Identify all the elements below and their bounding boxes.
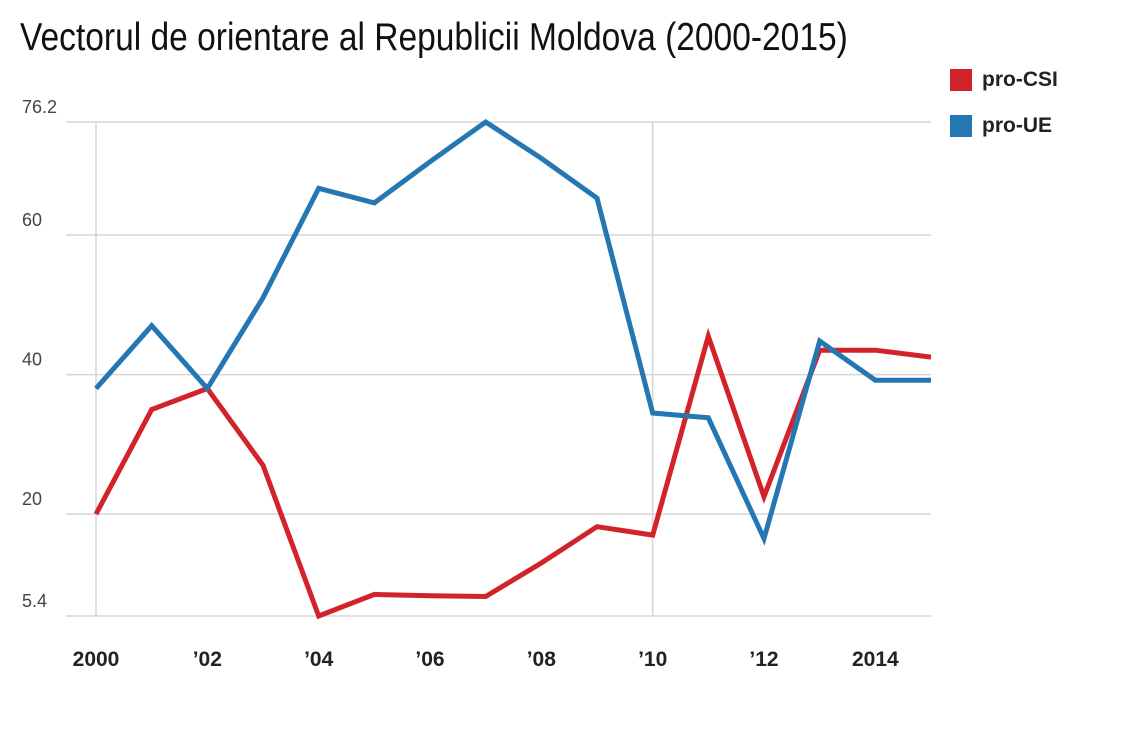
x-axis-ticks: 2000 ’02 ’04 ’06 ’08 ’10 ’12 2014	[73, 648, 899, 671]
y-tick-label: 76.2	[22, 97, 57, 117]
x-tick-label: ’02	[193, 648, 222, 671]
chart-title: Vectorul de orientare al Republicii Mold…	[20, 16, 848, 59]
y-tick-label: 40	[22, 350, 42, 370]
x-tick-label: 2014	[852, 648, 899, 671]
y-tick-label: 60	[22, 210, 42, 230]
grid-lines	[66, 121, 931, 617]
y-tick-label: 20	[22, 489, 42, 509]
series-line-pro-ue	[94, 118, 931, 546]
legend-swatch	[950, 69, 972, 91]
series-line-pro-csi	[93, 327, 932, 620]
x-tick-label: ’12	[749, 648, 778, 671]
x-tick-label: ’06	[415, 648, 444, 671]
y-axis-ticks: 5.4 20 40 60 76.2	[22, 97, 57, 611]
y-tick-label: 5.4	[22, 591, 47, 611]
legend-item: pro-UE	[950, 114, 1058, 138]
legend-swatch	[950, 115, 972, 137]
x-tick-label: 2000	[73, 648, 120, 671]
legend-label: pro-UE	[982, 114, 1052, 137]
x-tick-label: ’10	[638, 648, 667, 671]
legend-item: pro-CSI	[950, 68, 1058, 92]
legend-label: pro-CSI	[982, 68, 1058, 91]
legend: pro-CSI pro-UE	[950, 68, 1058, 160]
x-tick-label: ’04	[304, 648, 334, 671]
series-lines	[93, 118, 932, 620]
x-tick-label: ’08	[527, 648, 557, 671]
